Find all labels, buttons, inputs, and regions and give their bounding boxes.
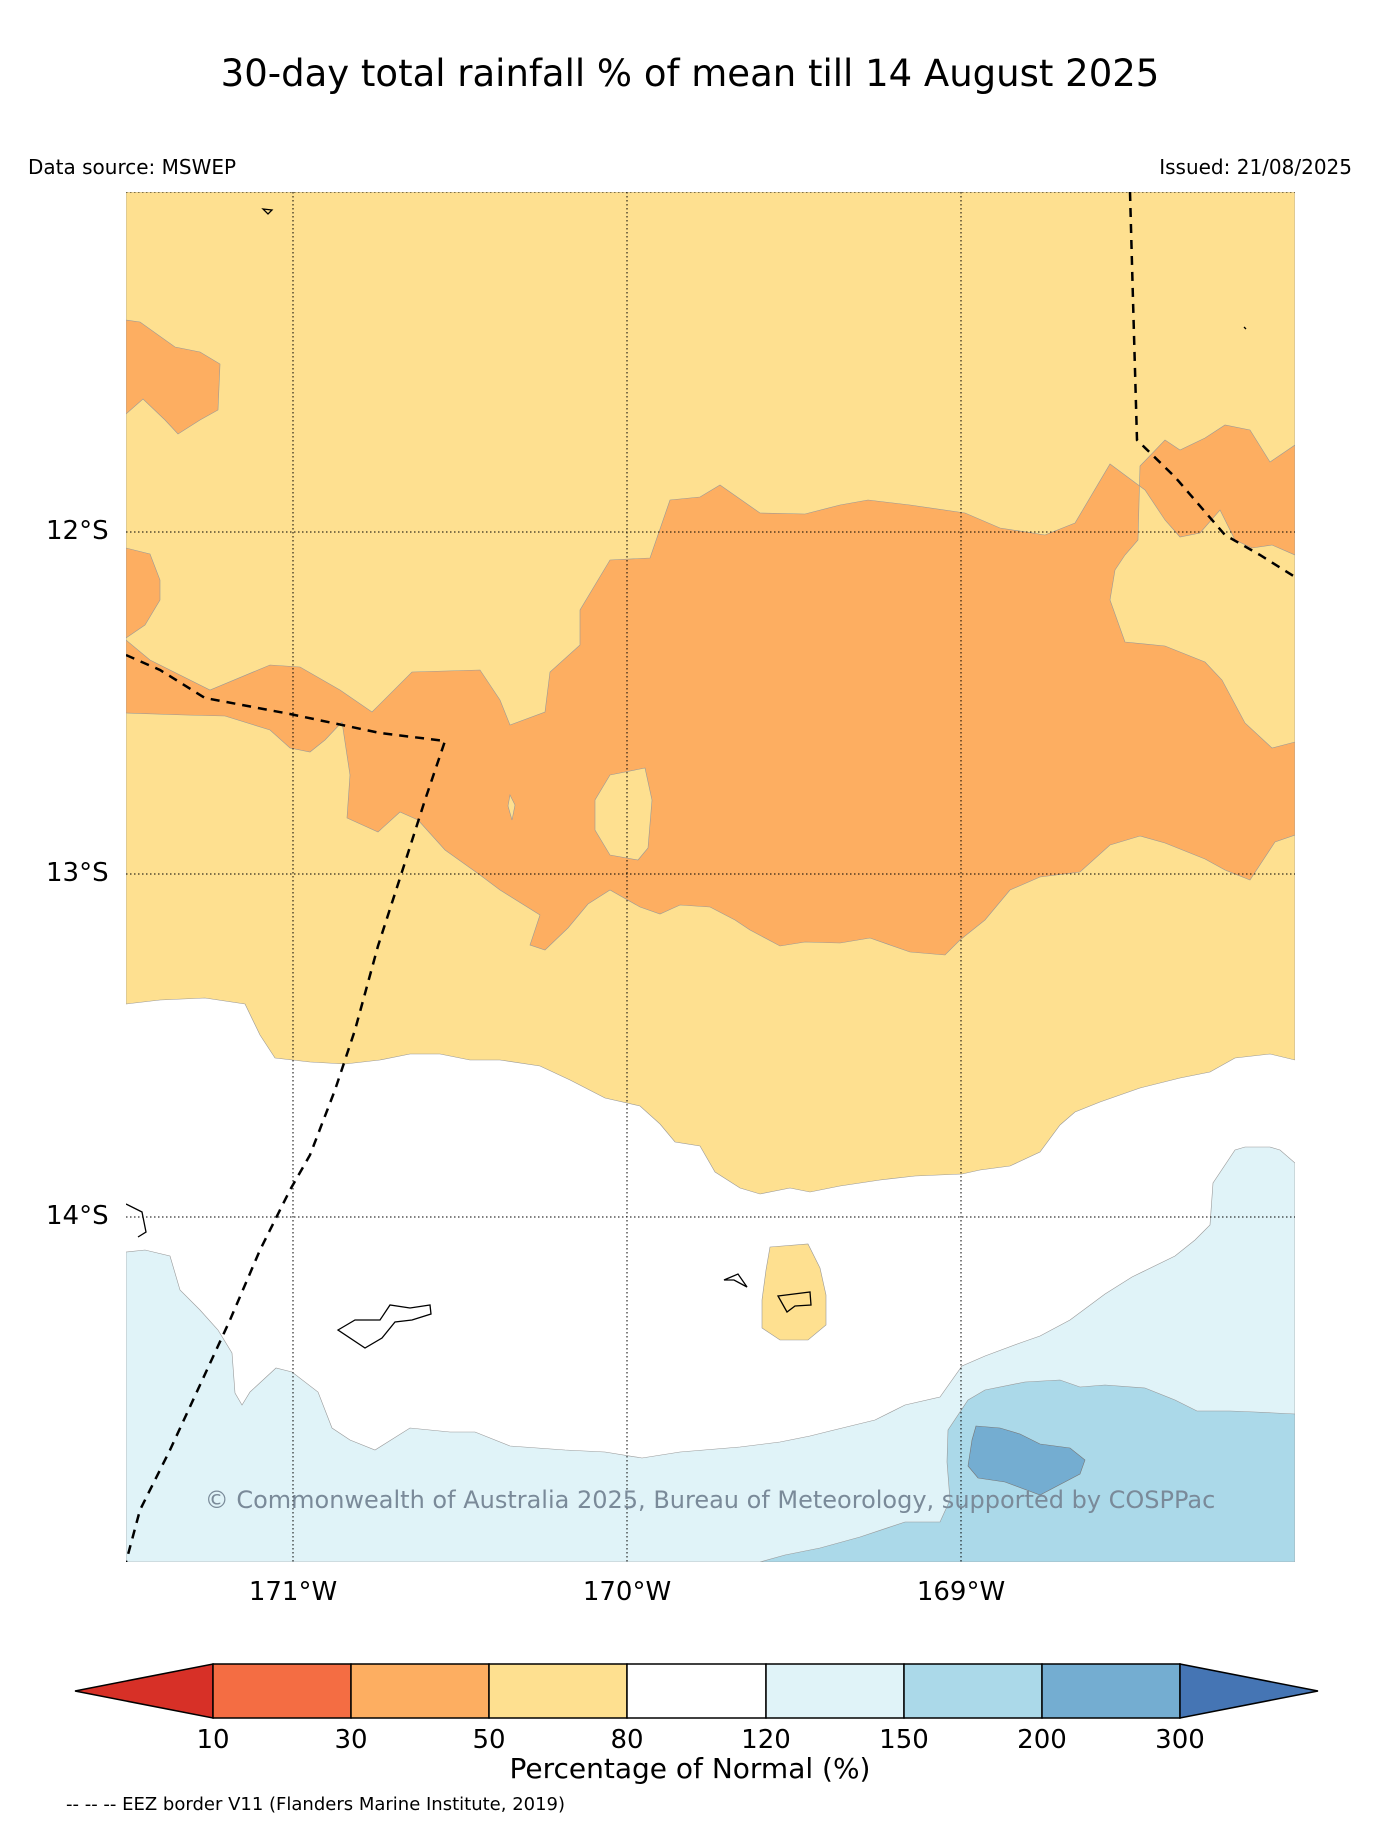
- island-ofu: [723, 1273, 748, 1288]
- copyright-text: © Commonwealth of Australia 2025, Bureau…: [205, 1486, 1216, 1514]
- eez-border-east: [1128, 192, 1295, 579]
- island-tutuila: [336, 1304, 432, 1349]
- eez-note: -- -- -- EEZ border V11 (Flanders Marine…: [66, 1794, 566, 1815]
- colorbar-tick: 200: [1017, 1725, 1067, 1755]
- lat-label-12s: 12°S: [46, 516, 109, 546]
- eez-border-west: [126, 653, 447, 1562]
- colorbar-above-300: [1179, 1663, 1319, 1719]
- island-north: [261, 208, 274, 215]
- colorbar-tick: 50: [472, 1725, 506, 1755]
- colorbar-tick: 10: [196, 1725, 230, 1755]
- zone-200-300: [967, 1425, 1086, 1496]
- eez-border: [126, 192, 1295, 1562]
- lat-label-13s: 13°S: [46, 858, 109, 888]
- colorbar: [74, 1663, 1319, 1719]
- zone-50-80-hole: [594, 767, 653, 861]
- zone-30-50-nw: [126, 319, 221, 435]
- colorbar-label: Percentage of Normal (%): [509, 1752, 871, 1785]
- colorbar-30-50: [350, 1663, 490, 1719]
- colorbar-10-30: [212, 1663, 352, 1719]
- colorbar-tick: 120: [741, 1725, 791, 1755]
- lon-label-171w: 171°W: [248, 1577, 338, 1607]
- zone-30-50-w: [126, 547, 161, 639]
- islands: [126, 208, 1247, 1349]
- graticule: [126, 192, 1295, 1562]
- island-rose: [1243, 326, 1247, 330]
- map-area: [126, 192, 1295, 1562]
- colorbar-tick: 150: [879, 1725, 929, 1755]
- island-west-fragment: [126, 1203, 147, 1238]
- colorbar-tick: 30: [334, 1725, 368, 1755]
- zone-50-80-island: [761, 1243, 827, 1341]
- issued-date: Issued: 21/08/2025: [1159, 155, 1352, 179]
- colorbar-below-10: [74, 1663, 214, 1719]
- lon-label-170w: 170°W: [582, 1577, 672, 1607]
- colorbar-120-150: [765, 1663, 905, 1719]
- island-tau: [776, 1291, 812, 1313]
- zone-50-80-hole-small: [507, 794, 516, 821]
- colorbar-tick: 80: [610, 1725, 644, 1755]
- data-source: Data source: MSWEP: [28, 155, 237, 179]
- lat-label-14s: 14°S: [46, 1201, 109, 1231]
- colorbar-200-300: [1041, 1663, 1181, 1719]
- zone-30-50-central: [126, 424, 1295, 956]
- map-title: 30-day total rainfall % of mean till 14 …: [220, 52, 1160, 95]
- colorbar-50-80: [488, 1663, 628, 1719]
- colorbar-80-120: [626, 1663, 767, 1719]
- colorbar-tick: 300: [1155, 1725, 1205, 1755]
- colorbar-150-200: [903, 1663, 1043, 1719]
- lon-label-169w: 169°W: [916, 1577, 1006, 1607]
